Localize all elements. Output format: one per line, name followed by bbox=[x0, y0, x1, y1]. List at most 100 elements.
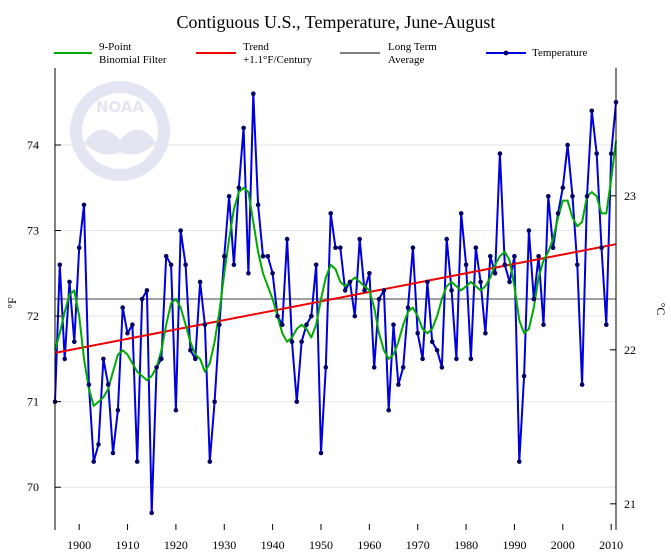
temperature-point bbox=[463, 262, 469, 268]
legend-label-filter-2: Binomial Filter bbox=[99, 54, 167, 66]
x-tick-label: 2010 bbox=[599, 538, 623, 552]
temperature-point bbox=[91, 459, 96, 464]
y2-tick-label: 22 bbox=[624, 343, 636, 357]
temperature-point bbox=[342, 288, 348, 293]
temperature-point bbox=[86, 382, 92, 387]
temperature-point bbox=[357, 236, 363, 242]
y-axis-label-celsius: °C bbox=[654, 303, 668, 316]
temperature-point bbox=[608, 151, 614, 156]
temperature-point bbox=[154, 365, 159, 370]
temperature-point bbox=[584, 194, 590, 199]
temperature-point bbox=[226, 194, 232, 199]
temperature-point bbox=[57, 262, 63, 268]
x-tick-label: 2000 bbox=[551, 538, 575, 552]
temperature-point bbox=[541, 322, 546, 328]
temperature-point bbox=[570, 194, 575, 199]
temperature-point bbox=[260, 253, 266, 259]
temperature-point bbox=[217, 322, 222, 328]
temperature-point bbox=[371, 365, 377, 370]
binomial-filter-line bbox=[54, 140, 617, 407]
temperature-point bbox=[120, 305, 125, 310]
y-axis-label-fahrenheit: °F bbox=[5, 297, 19, 309]
temperature-point bbox=[381, 288, 387, 293]
temperature-point bbox=[173, 407, 179, 413]
temperature-point bbox=[130, 322, 135, 328]
temperature-point bbox=[139, 296, 145, 302]
temperature-point bbox=[362, 288, 367, 293]
axis-ticks: 70 71 72 73 74 21 22 23 1900 1910 1920 1930 1940 1950… bbox=[27, 138, 636, 552]
temperature-point bbox=[454, 356, 459, 362]
temperature-point bbox=[497, 151, 503, 156]
y2-tick-label: 23 bbox=[624, 189, 636, 203]
temperature-point bbox=[502, 262, 508, 268]
y-tick-label: 72 bbox=[27, 309, 39, 323]
temperature-point bbox=[352, 313, 358, 319]
temperature-point bbox=[62, 356, 67, 362]
temperature-point bbox=[134, 459, 140, 464]
temperature-point bbox=[458, 211, 464, 216]
temperature-point bbox=[328, 211, 334, 216]
temperature-point bbox=[299, 339, 304, 345]
trend-line bbox=[54, 243, 617, 354]
temperature-point bbox=[483, 330, 488, 336]
temperature-point bbox=[468, 356, 474, 362]
temperature-point bbox=[149, 510, 154, 516]
x-tick-label: 1980 bbox=[454, 538, 478, 552]
temperature-point bbox=[420, 356, 425, 362]
temperature-point bbox=[178, 228, 183, 233]
temperature-point bbox=[579, 382, 585, 387]
temperature-point bbox=[507, 279, 512, 285]
temperature-point bbox=[246, 271, 251, 276]
temperature-point bbox=[347, 279, 353, 285]
temperature-point bbox=[546, 194, 551, 199]
temperature-point bbox=[391, 322, 396, 328]
temperature-point bbox=[323, 365, 329, 370]
temperature-point bbox=[512, 253, 517, 259]
chart-title: Contiguous U.S., Temperature, June-Augus… bbox=[177, 12, 496, 32]
temperature-point bbox=[405, 305, 411, 310]
temperature-point bbox=[429, 339, 435, 345]
temperature-point bbox=[599, 245, 604, 250]
temperature-point bbox=[159, 356, 164, 362]
x-tick-label: 1970 bbox=[406, 538, 430, 552]
legend-label-average-1: Long Term bbox=[388, 41, 437, 53]
temperature-point bbox=[604, 322, 609, 328]
temperature-point bbox=[76, 245, 82, 250]
temperature-point bbox=[168, 262, 174, 268]
temperature-point bbox=[386, 407, 392, 413]
y-tick-label: 71 bbox=[27, 395, 39, 409]
noaa-logo-text: NOAA bbox=[96, 98, 145, 116]
temperature-point bbox=[231, 262, 237, 268]
temperature-point bbox=[197, 279, 203, 285]
temperature-point bbox=[284, 236, 290, 242]
temperature-point bbox=[492, 271, 498, 276]
temperature-point bbox=[265, 253, 271, 259]
x-tick-label: 1950 bbox=[309, 538, 333, 552]
temperature-point bbox=[318, 450, 324, 456]
temperature-point bbox=[521, 373, 527, 379]
temperature-point bbox=[105, 382, 111, 387]
temperature-point bbox=[473, 245, 479, 250]
x-tick-label: 1940 bbox=[261, 538, 285, 552]
temperature-point bbox=[367, 271, 372, 276]
x-tick-label: 1910 bbox=[116, 538, 140, 552]
temperature-point bbox=[251, 91, 256, 96]
temperature-point bbox=[101, 356, 106, 362]
x-tick-label: 1900 bbox=[67, 538, 91, 552]
temperature-point bbox=[550, 245, 556, 250]
temperature-point bbox=[565, 142, 570, 148]
temperature-point bbox=[270, 271, 275, 276]
temperature-point bbox=[125, 330, 130, 336]
temperature-point bbox=[594, 151, 599, 156]
legend-label-temperature: Temperature bbox=[532, 47, 588, 59]
temperature-point bbox=[575, 262, 580, 268]
temperature-point bbox=[289, 339, 295, 345]
legend-item-average: Long Term Average bbox=[340, 41, 437, 66]
temperature-point bbox=[589, 108, 595, 114]
temperature-point bbox=[488, 253, 493, 259]
temperature-point bbox=[313, 262, 319, 268]
temperature-point bbox=[536, 253, 541, 259]
temperature-point bbox=[309, 313, 314, 319]
temperature-point bbox=[478, 279, 483, 285]
